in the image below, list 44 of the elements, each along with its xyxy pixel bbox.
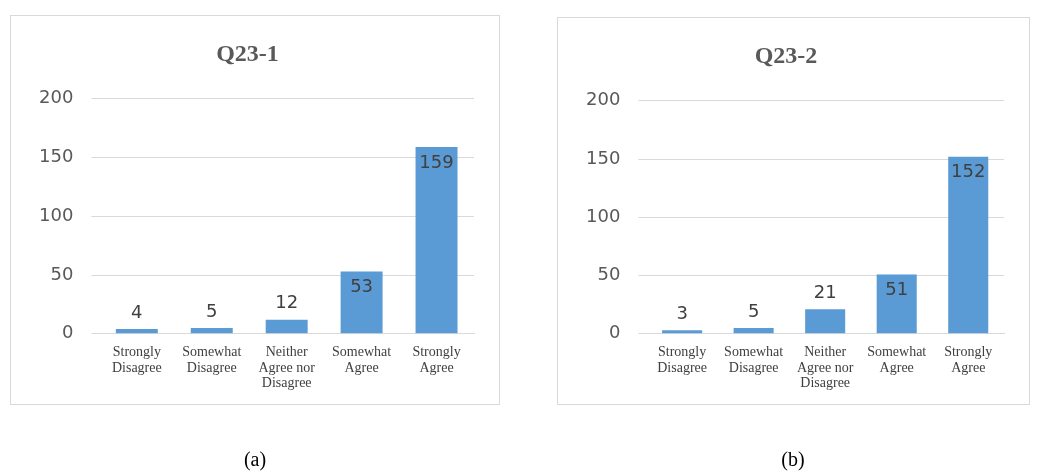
y-tick-label: 100 xyxy=(39,203,74,225)
x-tick-label: Strongly Disagree xyxy=(111,344,162,375)
x-tick-label: Somewhat Agree xyxy=(332,344,392,375)
x-tick-label: Strongly Agree xyxy=(944,344,993,375)
bar xyxy=(805,309,846,334)
bar xyxy=(876,274,917,334)
x-tick-label: Strongly Agree xyxy=(412,344,461,375)
bar xyxy=(415,146,458,334)
y-tick-label: 200 xyxy=(586,88,621,110)
bar xyxy=(662,330,703,334)
data-label: 159 xyxy=(419,150,454,172)
x-tick-label: Somewhat Disagree xyxy=(182,344,242,375)
bar xyxy=(115,329,158,334)
y-tick-label: 200 xyxy=(39,86,74,108)
y-tick-label: 50 xyxy=(597,263,621,285)
chart-title: Q23-1 xyxy=(216,39,279,66)
y-tick-label: 100 xyxy=(586,204,621,226)
y-tick-label: 50 xyxy=(50,262,74,284)
bar xyxy=(265,319,308,334)
x-tick-label: Neither Agree nor Disagree xyxy=(258,344,316,390)
y-tick-label: 0 xyxy=(61,321,74,343)
data-label: 5 xyxy=(206,299,218,321)
bar xyxy=(733,327,774,334)
y-tick-label: 0 xyxy=(608,321,621,343)
x-tick-label: Strongly Disagree xyxy=(657,344,707,375)
data-label: 5 xyxy=(747,299,760,321)
bar xyxy=(948,156,989,334)
x-tick-label: Somewhat Agree xyxy=(867,344,927,375)
text: (a) xyxy=(242,448,268,471)
y-tick-label: 150 xyxy=(39,145,74,167)
x-tick-label: Neither Agree nor Disagree xyxy=(796,344,854,390)
y-tick-label: 150 xyxy=(586,146,621,168)
bar xyxy=(190,327,233,334)
x-tick-label: Somewhat Disagree xyxy=(724,344,784,375)
chart-title: Q23-2 xyxy=(754,41,818,68)
data-label: 3 xyxy=(676,301,688,323)
data-label: 51 xyxy=(885,278,909,300)
bar xyxy=(340,271,383,334)
data-label: 53 xyxy=(350,275,374,297)
data-label: 12 xyxy=(275,291,299,313)
data-label: 4 xyxy=(131,300,143,322)
text: (b) xyxy=(780,448,806,471)
data-label: 21 xyxy=(813,281,837,303)
data-label: 152 xyxy=(951,160,986,182)
